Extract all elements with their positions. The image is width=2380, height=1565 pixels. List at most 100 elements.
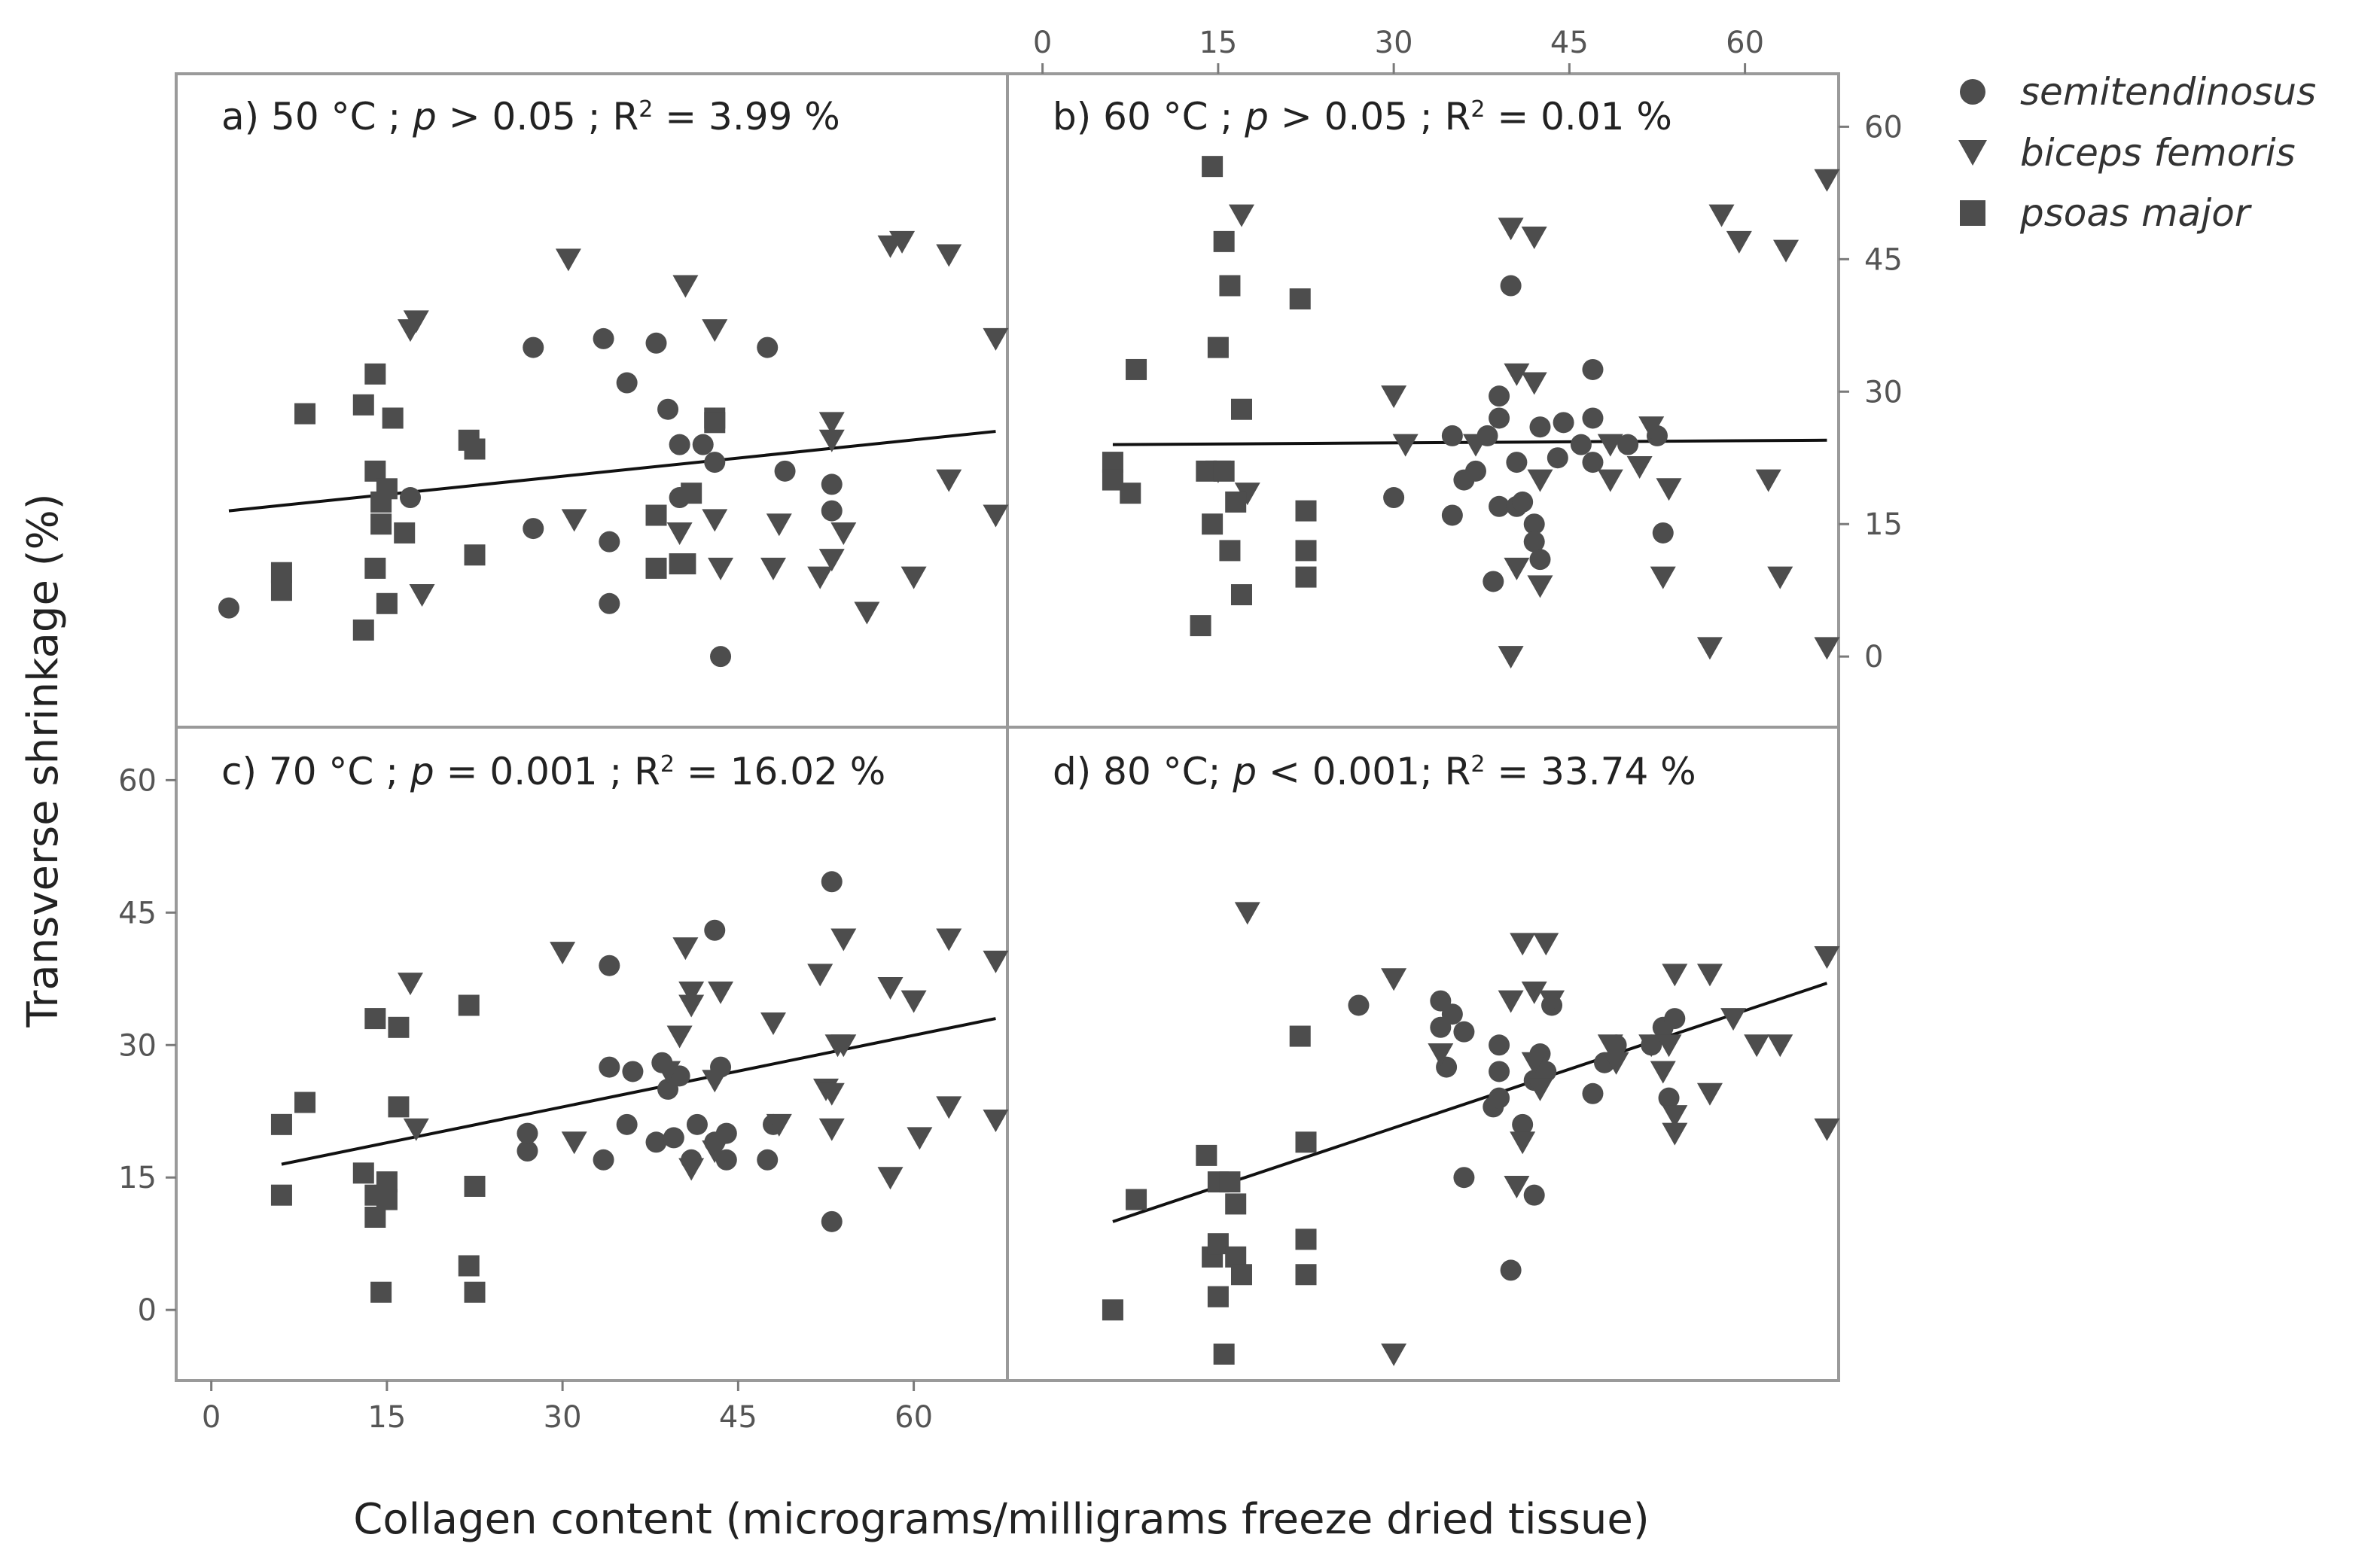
panel-title-part: > 0.05 ; R (1269, 95, 1470, 139)
point-b-semitendinosus (1441, 504, 1463, 526)
point-c-biceps-femoris (397, 973, 423, 996)
point-c-biceps-femoris (678, 1158, 705, 1181)
legend-marker-semitendinosus (1960, 79, 1985, 105)
point-c-biceps-femoris (936, 928, 962, 951)
point-a-semitendinosus (704, 452, 726, 473)
point-d-biceps-femoris (1521, 1052, 1547, 1075)
panel-title-b: b) 60 °C ; p > 0.05 ; R2 = 0.01 % (1053, 95, 1672, 139)
point-a-biceps-femoris (936, 244, 962, 267)
point-d-psoas-major (1196, 1144, 1217, 1166)
point-c-psoas-major (458, 994, 480, 1016)
point-b-biceps-femoris (1626, 455, 1653, 479)
x-tick-label-top: 45 (1550, 26, 1589, 60)
point-b-semitendinosus (1523, 513, 1545, 535)
point-b-semitendinosus (1529, 416, 1551, 438)
point-d-psoas-major (1225, 1246, 1247, 1268)
point-a-semitendinosus (616, 372, 638, 394)
point-d-biceps-femoris (1381, 1343, 1407, 1366)
point-b-biceps-femoris (1767, 566, 1793, 589)
x-tick-label-bottom: 60 (894, 1400, 933, 1435)
point-b-psoas-major (1190, 615, 1211, 637)
panel-title-part: = 0.01 % (1485, 95, 1671, 139)
point-a-biceps-femoris (818, 429, 845, 452)
point-b-biceps-femoris (1498, 646, 1524, 669)
point-b-biceps-femoris (1597, 434, 1623, 457)
y-tick-label-left: 60 (118, 763, 157, 798)
point-d-biceps-femoris (1234, 902, 1260, 925)
point-d-biceps-femoris (1662, 1105, 1688, 1128)
y-tick-label-right: 45 (1864, 242, 1903, 277)
point-b-biceps-femoris (1228, 204, 1254, 227)
point-a-semitendinosus (599, 592, 620, 614)
point-c-psoas-major (464, 1281, 486, 1303)
point-c-semitendinosus (821, 871, 843, 893)
panel-title-part: = 0.001 ; R (434, 750, 660, 793)
x-tick-label-top: 15 (1199, 26, 1237, 60)
point-c-psoas-major (464, 1175, 486, 1197)
point-b-semitendinosus (1483, 571, 1504, 592)
point-c-biceps-femoris (678, 994, 705, 1018)
panel-title-part: 50 °C ; (271, 95, 413, 139)
point-b-semitendinosus (1553, 412, 1574, 434)
point-d-biceps-femoris (1662, 1122, 1688, 1146)
point-c-semitendinosus (821, 1210, 843, 1232)
panel-title-c: c) 70 °C ; p = 0.001 ; R2 = 16.02 % (221, 750, 885, 793)
point-b-semitendinosus (1523, 531, 1545, 553)
point-c-semitendinosus (645, 1131, 667, 1153)
point-d-biceps-femoris (1498, 990, 1524, 1013)
point-b-psoas-major (1225, 491, 1247, 513)
point-b-semitendinosus (1500, 275, 1522, 297)
point-b-psoas-major (1289, 288, 1311, 310)
point-c-semitendinosus (715, 1149, 737, 1171)
x-tick-label-bottom: 15 (367, 1400, 406, 1435)
point-b-psoas-major (1295, 500, 1317, 522)
panel-title-d: d) 80 °C; p < 0.001; R2 = 33.74 % (1053, 750, 1696, 793)
point-d-biceps-femoris (1814, 1118, 1840, 1141)
point-d-semitendinosus (1512, 1113, 1534, 1135)
point-d-biceps-femoris (1814, 945, 1840, 969)
point-a-psoas-major (376, 592, 398, 614)
point-a-psoas-major (704, 412, 726, 434)
point-c-biceps-femoris (936, 1096, 962, 1119)
point-c-biceps-femoris (807, 964, 833, 987)
point-a-biceps-femoris (830, 522, 857, 545)
point-c-biceps-femoris (708, 981, 734, 1004)
point-a-semitendinosus (399, 487, 421, 509)
point-d-psoas-major (1295, 1131, 1317, 1153)
point-b-biceps-femoris (1696, 637, 1723, 660)
point-a-semitendinosus (593, 327, 614, 349)
point-c-biceps-femoris (760, 1012, 787, 1035)
point-a-psoas-major (370, 513, 392, 535)
point-a-psoas-major (352, 619, 374, 641)
panel-title-part: < 0.001; R (1257, 750, 1470, 793)
point-c-biceps-femoris (655, 1061, 681, 1084)
point-b-semitendinosus (1506, 452, 1528, 473)
point-b-psoas-major (1295, 540, 1317, 562)
point-c-psoas-major (270, 1184, 292, 1206)
point-a-semitendinosus (645, 332, 667, 354)
point-b-biceps-femoris (1234, 483, 1260, 506)
point-c-psoas-major (376, 1171, 398, 1193)
point-a-semitendinosus (774, 460, 796, 482)
point-a-semitendinosus (757, 336, 779, 358)
point-b-biceps-femoris (1504, 363, 1530, 386)
point-b-psoas-major (1219, 275, 1241, 297)
point-a-biceps-femoris (702, 509, 728, 532)
panel-title-part: 2 (638, 96, 653, 123)
point-d-biceps-femoris (1428, 1043, 1454, 1066)
point-b-biceps-femoris (1521, 372, 1547, 395)
legend-marker-psoas-major (1960, 200, 1985, 226)
point-b-biceps-femoris (1462, 434, 1489, 457)
x-tick-label-top: 30 (1375, 26, 1413, 60)
y-tick-label-right: 60 (1864, 110, 1903, 145)
y-tick-label-right: 0 (1864, 640, 1883, 674)
point-a-psoas-major (681, 483, 702, 504)
point-b-semitendinosus (1582, 358, 1604, 380)
point-c-psoas-major (270, 1113, 292, 1135)
point-b-semitendinosus (1464, 460, 1486, 482)
point-b-biceps-femoris (1498, 218, 1524, 241)
point-c-psoas-major (364, 1008, 386, 1030)
point-c-biceps-femoris (983, 1109, 1009, 1132)
point-a-semitendinosus (218, 597, 239, 619)
point-a-semitendinosus (692, 434, 714, 455)
